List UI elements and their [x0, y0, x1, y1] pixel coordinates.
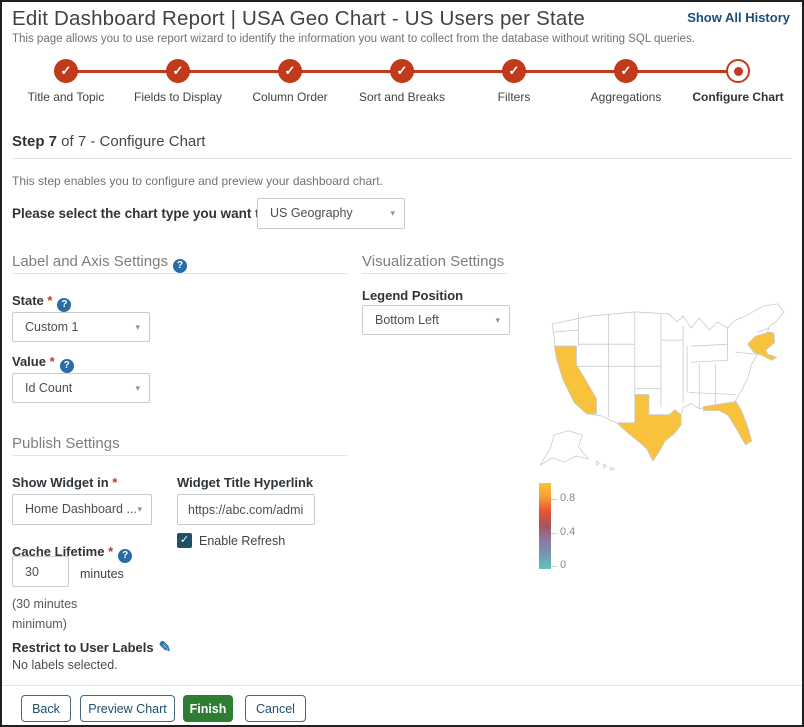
- step-title-and-topic[interactable]: ✓ Title and Topic: [10, 59, 122, 104]
- value-field-label: Value *?: [12, 354, 74, 373]
- state-alaska: [539, 430, 589, 466]
- step-heading: Step 7 of 7 - Configure Chart: [12, 133, 206, 150]
- divider: [12, 455, 347, 456]
- chevron-down-icon: ▾: [135, 383, 140, 393]
- chevron-down-icon: ▾: [390, 208, 395, 218]
- check-icon: ✓: [502, 59, 526, 83]
- help-icon[interactable]: ?: [59, 359, 74, 373]
- checkbox-check-icon: ✓: [177, 533, 192, 548]
- hyperlink-input[interactable]: [177, 494, 315, 525]
- cache-lifetime-input[interactable]: [12, 556, 69, 587]
- legend-tick-label: 0: [560, 559, 567, 571]
- us-map-preview: [539, 303, 785, 471]
- check-icon: ✓: [54, 59, 78, 83]
- check-icon: ✓: [166, 59, 190, 83]
- state-hawaii: [596, 460, 616, 471]
- page-subtitle: This page allows you to use report wizar…: [12, 33, 695, 45]
- legend-position-label: Legend Position: [362, 288, 464, 303]
- restrict-labels-label: Restrict to User Labels ✎: [12, 639, 172, 656]
- publish-heading: Publish Settings: [12, 435, 120, 452]
- chevron-down-icon: ▾: [495, 315, 500, 325]
- legend-tick: [551, 499, 557, 500]
- state-new-york: [747, 331, 778, 361]
- legend-tick: [551, 566, 557, 567]
- cache-minimum-note: (30 minutes minimum): [12, 597, 78, 631]
- state-dropdown[interactable]: Custom 1 ▾: [12, 312, 150, 342]
- wizard-stepper: ✓ Title and Topic ✓ Fields to Display ✓ …: [10, 59, 794, 107]
- enable-refresh-checkbox[interactable]: ✓ Enable Refresh: [177, 533, 285, 548]
- help-icon[interactable]: ?: [172, 259, 187, 273]
- legend-tick-label: 0.8: [560, 492, 576, 504]
- help-icon[interactable]: ?: [118, 549, 133, 563]
- legend-tick: [551, 533, 557, 534]
- finish-button[interactable]: Finish: [183, 695, 233, 722]
- step-fields-to-display[interactable]: ✓ Fields to Display: [122, 59, 234, 104]
- legend-position-dropdown[interactable]: Bottom Left ▾: [362, 305, 510, 335]
- back-button[interactable]: Back: [21, 695, 71, 722]
- chevron-down-icon: ▾: [135, 322, 140, 332]
- help-icon[interactable]: ?: [57, 298, 72, 312]
- step-sort-and-breaks[interactable]: ✓ Sort and Breaks: [346, 59, 458, 104]
- cancel-button[interactable]: Cancel: [245, 695, 306, 722]
- label-axis-heading: Label and Axis Settings?: [12, 253, 187, 273]
- state-florida: [702, 401, 753, 446]
- check-icon: ✓: [278, 59, 302, 83]
- chart-type-dropdown[interactable]: US Geography ▾: [257, 198, 405, 229]
- step-filters[interactable]: ✓ Filters: [458, 59, 570, 104]
- divider: [12, 158, 792, 159]
- value-dropdown[interactable]: Id Count ▾: [12, 373, 150, 403]
- state-field-label: State *?: [12, 293, 72, 312]
- preview-chart-button[interactable]: Preview Chart: [80, 695, 175, 722]
- cache-lifetime-label: Cache Lifetime *?: [12, 544, 133, 563]
- chart-type-label: Please select the chart type you want to…: [12, 206, 295, 221]
- legend-tick-label: 0.4: [560, 526, 576, 538]
- state-california: [553, 345, 597, 415]
- cache-unit-label: minutes: [80, 567, 124, 581]
- restrict-labels-value: No labels selected.: [12, 658, 118, 672]
- show-all-history-link[interactable]: Show All History: [687, 10, 790, 25]
- divider: [12, 273, 347, 274]
- visualization-heading: Visualization Settings: [362, 253, 505, 270]
- legend-gradient: [539, 483, 551, 569]
- step-column-order[interactable]: ✓ Column Order: [234, 59, 346, 104]
- footer-divider: [2, 685, 802, 686]
- step-configure-chart[interactable]: Configure Chart: [682, 59, 794, 104]
- step-description: This step enables you to configure and p…: [12, 174, 383, 188]
- pencil-edit-icon[interactable]: ✎: [158, 639, 172, 656]
- show-widget-dropdown[interactable]: Home Dashboard ... ▾: [12, 494, 152, 525]
- page-title: Edit Dashboard Report | USA Geo Chart - …: [12, 7, 585, 30]
- hyperlink-label: Widget Title Hyperlink: [177, 475, 314, 490]
- divider: [362, 273, 508, 274]
- check-icon: ✓: [390, 59, 414, 83]
- state-texas: [616, 394, 682, 462]
- step-aggregations[interactable]: ✓ Aggregations: [570, 59, 682, 104]
- check-icon: ✓: [614, 59, 638, 83]
- current-step-indicator: [726, 59, 750, 83]
- chevron-down-icon: ▾: [137, 504, 142, 514]
- show-widget-label: Show Widget in *: [12, 475, 118, 490]
